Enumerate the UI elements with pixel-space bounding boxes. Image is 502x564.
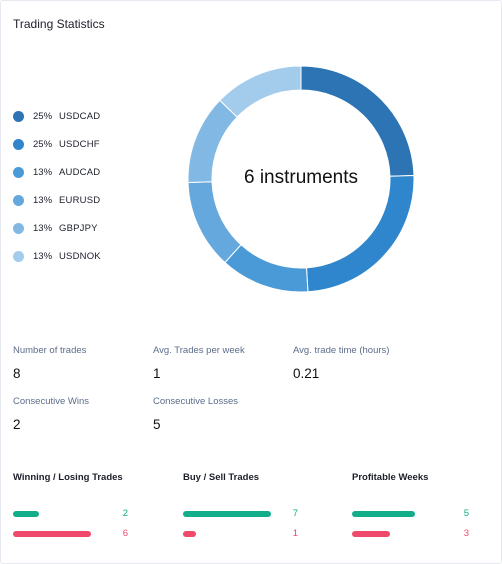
unprofitable-weeks-bar (352, 531, 390, 537)
legend-item-usdchf: 25% USDCHF (13, 130, 101, 158)
stat-value: 1 (153, 366, 161, 381)
legend-dot-eurusd (13, 194, 24, 206)
section-title-buy-sell: Buy / Sell Trades (183, 472, 260, 483)
legend-pct: 25% (33, 110, 53, 122)
buy-trades-bar (183, 511, 271, 517)
legend-dot-usdnok (13, 250, 24, 262)
stat-value: 8 (13, 366, 21, 381)
legend-name: AUDCAD (59, 166, 101, 178)
legend-item-audcad: 13% AUDCAD (13, 158, 101, 186)
stat-label: Consecutive Wins (13, 396, 90, 407)
losing-trades-count: 6 (122, 528, 128, 539)
stat-label: Consecutive Losses (153, 396, 239, 407)
unprofitable-weeks-row: 3 (352, 528, 469, 539)
donut-slice-usdnok[interactable] (219, 65, 302, 118)
legend-name: USDCHF (59, 138, 100, 150)
legend-item-eurusd: 13% EURUSD (13, 186, 101, 214)
legend-name: EURUSD (59, 194, 101, 206)
buy-trades-row: 7 (183, 508, 298, 519)
donut-center-label: 6 instruments (243, 166, 359, 188)
legend-pct: 13% (33, 166, 53, 178)
stat-label: Number of trades (13, 345, 87, 356)
losing-trades-bar (13, 531, 91, 537)
profitable-weeks-bar (352, 511, 415, 517)
legend-name: USDNOK (59, 250, 101, 262)
losing-trades-row: 6 (13, 528, 128, 539)
stat-value: 2 (13, 417, 21, 432)
legend-item-gbpjpy: 13% GBPJPY (13, 214, 101, 242)
sell-trades-count: 1 (292, 528, 298, 539)
legend-pct: 13% (33, 250, 53, 262)
legend-item-usdcad: 25% USDCAD (13, 102, 101, 130)
card-title: Trading Statistics (13, 17, 105, 31)
legend-dot-gbpjpy (13, 222, 24, 234)
stat-label: Avg. trade time (hours) (293, 345, 390, 356)
stat-value: 0.21 (293, 366, 320, 381)
legend-dot-usdcad (13, 110, 24, 122)
legend-pct: 25% (33, 138, 53, 150)
stat-consecutive-wins: Consecutive Wins 2 (13, 396, 89, 432)
sell-trades-bar (183, 531, 196, 537)
legend-name: USDCAD (59, 110, 101, 122)
stat-avg-trades-per-week: Avg. Trades per week 1 (153, 345, 245, 381)
unprofitable-weeks-count: 3 (463, 528, 469, 539)
instruments-donut-chart (187, 65, 415, 293)
winning-trades-bar (13, 511, 39, 517)
winning-trades-count: 2 (122, 508, 128, 519)
profitable-weeks-row: 5 (352, 508, 469, 519)
instrument-legend: 25% USDCAD 25% USDCHF 13% AUDCAD 13% EUR… (13, 102, 101, 270)
stat-label: Avg. Trades per week (153, 345, 245, 356)
profitable-weeks-count: 5 (463, 508, 469, 519)
legend-dot-audcad (13, 166, 24, 178)
section-title-profitable-weeks: Profitable Weeks (352, 472, 429, 483)
legend-pct: 13% (33, 194, 53, 206)
section-title-winning-losing: Winning / Losing Trades (13, 472, 123, 483)
stat-number-of-trades: Number of trades 8 (13, 345, 86, 381)
legend-item-usdnok: 13% USDNOK (13, 242, 101, 270)
legend-name: GBPJPY (59, 222, 98, 234)
legend-dot-usdchf (13, 138, 24, 150)
stat-avg-trade-time: Avg. trade time (hours) 0.21 (293, 345, 389, 381)
sell-trades-row: 1 (183, 528, 298, 539)
winning-trades-row: 2 (13, 508, 128, 519)
buy-trades-count: 7 (292, 508, 298, 519)
legend-pct: 13% (33, 222, 53, 234)
stat-value: 5 (153, 417, 161, 432)
stat-consecutive-losses: Consecutive Losses 5 (153, 396, 238, 432)
